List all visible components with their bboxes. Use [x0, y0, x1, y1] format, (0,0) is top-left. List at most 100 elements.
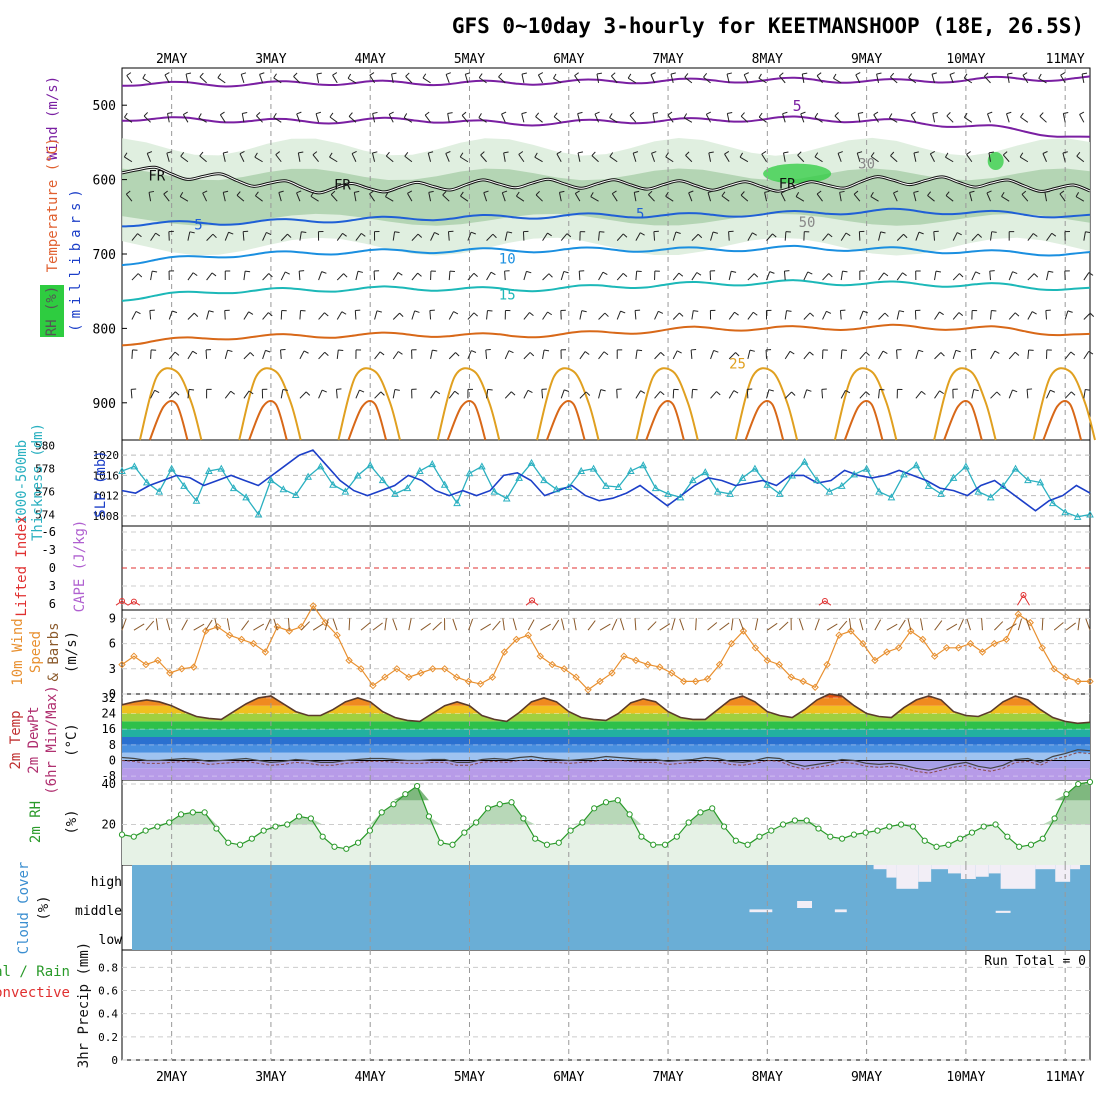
- rh2m-point: [909, 823, 917, 830]
- wind-barb: [616, 310, 622, 320]
- wind10-point: [608, 669, 616, 677]
- wind-barb-flag: [502, 190, 508, 194]
- wind-barb: [163, 193, 170, 202]
- upper-ytick: 800: [93, 322, 116, 337]
- wind-barb: [1046, 232, 1053, 241]
- wind-barb: [224, 310, 226, 320]
- top-date-label: 10MAY: [946, 52, 985, 67]
- li-ytick: 6: [49, 597, 56, 611]
- wind10-point: [142, 660, 150, 669]
- wind-barb-flag: [553, 73, 557, 79]
- wind10-point: [369, 681, 377, 690]
- wind-barb-flag: [740, 191, 745, 196]
- wind10-barb: [814, 618, 820, 631]
- wind-barb-flag: [1019, 152, 1024, 158]
- wind-barb: [542, 273, 550, 281]
- wind-barb: [299, 231, 302, 241]
- wind-barb: [355, 271, 359, 281]
- wind-barb-flag: [752, 232, 757, 236]
- rh2m-point: [992, 821, 999, 828]
- wind-barb-flag: [890, 151, 895, 157]
- wind-barb: [1027, 311, 1033, 320]
- wind10-point: [225, 631, 234, 639]
- wind-barb: [280, 349, 282, 359]
- wind-barb: [705, 114, 711, 123]
- wind-barb-flag: [724, 151, 730, 155]
- wind-barb: [199, 76, 207, 84]
- wind-barb: [353, 192, 357, 202]
- chart-title: GFS 0~10day 3-hourly for KEETMANSHOOP (1…: [452, 14, 1084, 38]
- wind-barb-flag: [903, 233, 908, 239]
- rh2m-point: [945, 841, 952, 848]
- wind-barb: [878, 231, 882, 241]
- temp-band: [122, 721, 1090, 730]
- wind-barb: [374, 310, 378, 320]
- rh2m-point: [532, 835, 539, 842]
- thickness-point: [1073, 512, 1082, 520]
- wind-barb: [747, 350, 751, 360]
- wind-barb-flag: [1012, 271, 1018, 275]
- wind-barb: [310, 195, 319, 202]
- wind-barb: [1046, 389, 1051, 399]
- wind-barb-flag: [627, 73, 632, 79]
- hot-contour: [248, 399, 288, 441]
- wind10-point: [727, 639, 736, 648]
- rh2m-point: [779, 821, 787, 828]
- cloud-ylabel-high: high: [91, 875, 122, 890]
- wind-barb: [541, 389, 544, 399]
- rh2m-point: [118, 831, 126, 838]
- warm-contour: [337, 367, 401, 441]
- wind-barb-flag: [758, 112, 763, 118]
- wind-barb-flag: [660, 391, 665, 396]
- wind-barb: [318, 389, 323, 399]
- wind-barb: [577, 152, 581, 162]
- wind-barb: [1008, 271, 1014, 281]
- wind-barb-flag: [341, 311, 347, 315]
- wind10-barb: [214, 618, 219, 631]
- wind-barb-flag: [347, 73, 352, 79]
- wind-barb: [988, 152, 992, 162]
- wind-barb-flag: [1060, 72, 1066, 76]
- wind-barb: [504, 391, 512, 399]
- temp-band: [122, 729, 1090, 737]
- wind-barb-flag: [899, 310, 905, 313]
- contour-label: 10: [499, 252, 516, 268]
- rh2m-point: [213, 825, 220, 832]
- wind-barb-flag: [1088, 350, 1094, 355]
- wind-barb-flag: [534, 152, 538, 158]
- wind-barb-flag: [984, 72, 989, 77]
- wind10-point: [249, 639, 258, 648]
- wind-barb-flag: [422, 73, 427, 79]
- wind10-point: [966, 639, 975, 648]
- wind-barb: [242, 231, 245, 241]
- wind-barb: [427, 152, 432, 162]
- rh2m-point: [130, 833, 137, 840]
- wind10-barb: [934, 620, 943, 631]
- wind-barb-flag: [521, 72, 527, 75]
- wind-barb-flag: [154, 389, 160, 394]
- wind-barb: [726, 113, 730, 123]
- wind-barb-flag: [248, 311, 254, 315]
- thickness-point: [1048, 499, 1057, 507]
- wind-barb-flag: [434, 232, 440, 236]
- wind10-barb: [420, 622, 431, 631]
- wind-barb-flag: [890, 72, 895, 78]
- wind-barb: [275, 154, 282, 163]
- wind-barb-flag: [814, 152, 819, 158]
- wind-barb-flag: [193, 312, 199, 317]
- wind-barb-flag: [273, 73, 277, 79]
- wind-barb: [521, 73, 525, 83]
- cloud-gap-high: [960, 865, 976, 879]
- cloud-gap-mid: [995, 910, 1011, 913]
- thickness-point: [279, 485, 288, 493]
- wind-barb: [430, 390, 437, 399]
- wind-barb-flag: [853, 190, 859, 195]
- wind-barb: [1064, 351, 1072, 360]
- wind-barb: [784, 310, 788, 320]
- wind-barb-flag: [946, 112, 951, 117]
- wind-barb: [761, 153, 767, 163]
- rh2m-point: [295, 813, 303, 820]
- wind-barb-flag: [963, 73, 968, 79]
- wind-barb: [878, 312, 886, 320]
